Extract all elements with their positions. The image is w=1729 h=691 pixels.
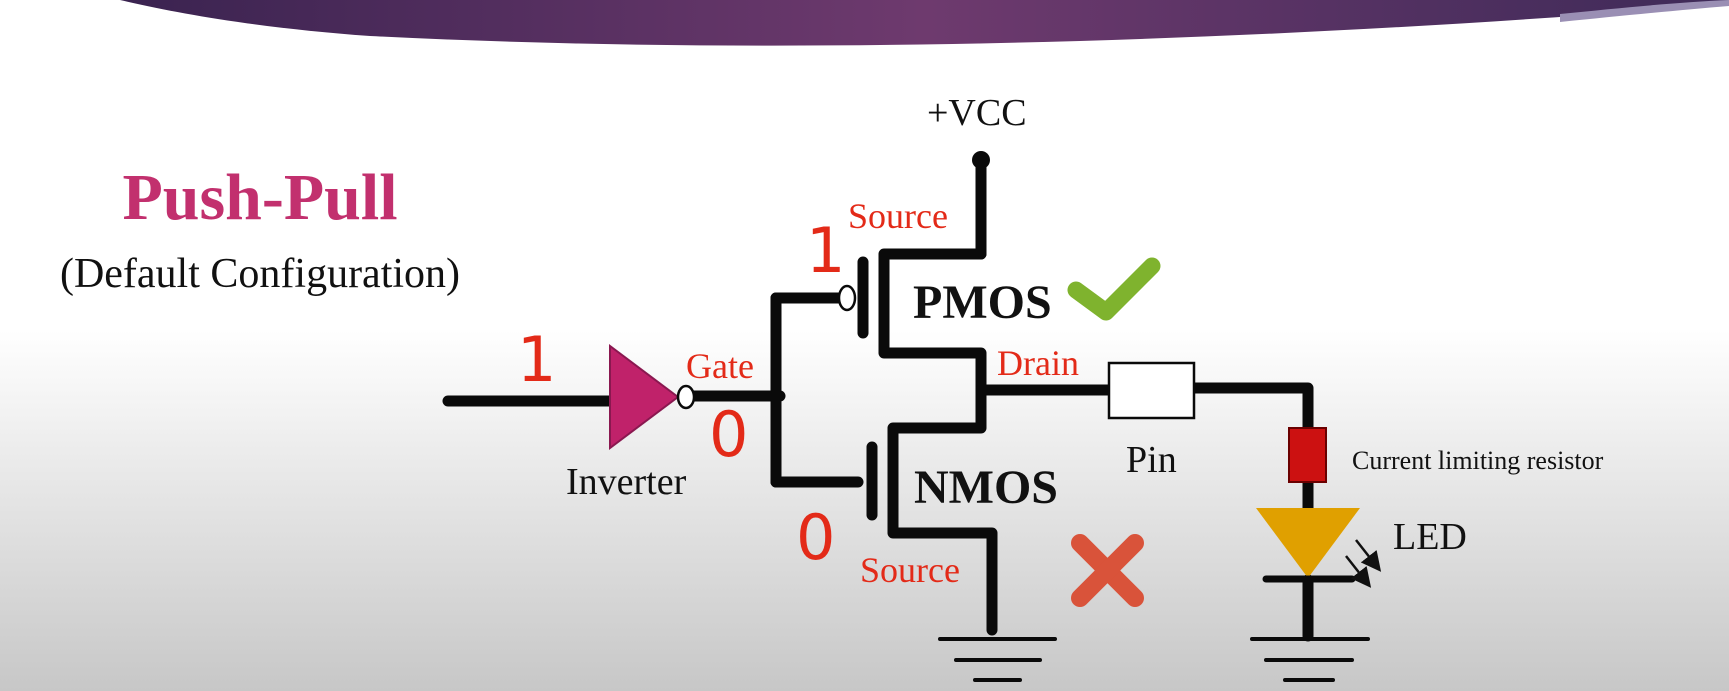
check-icon (1067, 257, 1161, 321)
pmos-gate-bubble (837, 284, 857, 312)
header-banner-accent (1560, 0, 1729, 22)
page-title: Push-Pull (122, 161, 398, 234)
pin-label: Pin (1126, 439, 1177, 481)
ground-symbol-nmos (938, 637, 1057, 682)
gate-label: Gate (686, 346, 754, 386)
ground-symbol-led (1250, 637, 1370, 682)
page-subtitle: (Default Configuration) (59, 251, 461, 297)
pmos-label: PMOS (913, 276, 1052, 329)
drain-label: Drain (997, 343, 1079, 383)
nmos-gate-logic-value: 0 (796, 501, 835, 574)
led-label: LED (1393, 516, 1467, 558)
wires (442, 152, 1314, 642)
title-block: Push-Pull (Default Configuration) (0, 161, 520, 297)
inverter-label: Inverter (566, 461, 687, 503)
resistor-label: Current limiting resistor (1352, 446, 1604, 475)
inverter-output-logic-value: 0 (709, 398, 748, 471)
current-limiting-resistor (1288, 427, 1327, 483)
header-banner (120, 0, 1729, 46)
output-pin (1107, 361, 1196, 420)
gate-plates (857, 256, 878, 521)
input-logic-value: 1 (517, 323, 556, 396)
source-bottom-label: Source (860, 550, 960, 590)
vcc-terminal (972, 151, 990, 169)
pmos-gate-logic-value: 1 (806, 214, 845, 287)
cross-icon (1071, 534, 1144, 607)
nmos-label: NMOS (914, 461, 1058, 514)
led-symbol (1256, 508, 1382, 588)
source-top-label: Source (848, 196, 948, 236)
vcc-label: +VCC (927, 92, 1027, 134)
inverter-symbol (609, 344, 696, 450)
